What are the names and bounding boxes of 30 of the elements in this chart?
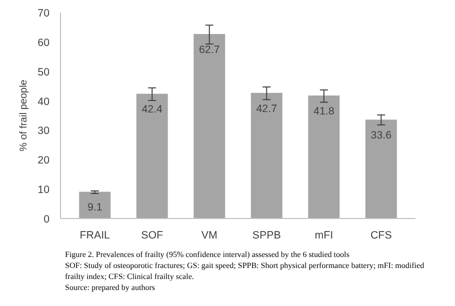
bar — [79, 192, 111, 218]
y-tick-label: 60 — [38, 36, 50, 49]
y-tick-label: 30 — [38, 125, 50, 138]
x-tick-label: CFS — [370, 230, 392, 242]
data-label: 42.7 — [256, 102, 278, 115]
y-tick-label: 10 — [38, 184, 50, 196]
bar — [365, 120, 397, 218]
x-tick-label: mFI — [314, 230, 334, 242]
bar — [250, 92, 282, 218]
data-label: 9.1 — [87, 202, 102, 214]
text: SOF: Study of osteoporotic fractures; GS: gait speed; SPPB: Short physical performance battery; mFI: modified frailty index; CFS: Clinical frailty scale. — [65, 261, 424, 281]
y-tick-label: 0 — [44, 214, 50, 226]
x-tick-label: FRAIL — [80, 230, 110, 242]
source-note: Source: prepared by authors — [65, 283, 155, 292]
y-tick-label: 50 — [38, 66, 50, 78]
data-label: 33.6 — [370, 130, 392, 142]
caption: Figure 2. Prevalences of frailty (95% confidence interval) assessed by the 6 studied tools — [65, 250, 350, 259]
y-tick-label: 70 — [38, 8, 50, 20]
bar — [194, 34, 226, 218]
data-label: 41.8 — [314, 105, 334, 118]
x-tick-label: SOF — [141, 230, 164, 242]
y-axis-title: % of frail people — [18, 79, 30, 152]
y-tick-label: 20 — [38, 154, 50, 167]
data-label: 42.4 — [142, 104, 163, 116]
bar — [308, 95, 340, 218]
y-tick-label: 40 — [38, 96, 50, 108]
data-label: 62.7 — [199, 44, 220, 56]
x-tick-label: VM — [201, 230, 218, 242]
x-tick-label: SPPB — [252, 230, 281, 242]
bar — [136, 94, 168, 218]
